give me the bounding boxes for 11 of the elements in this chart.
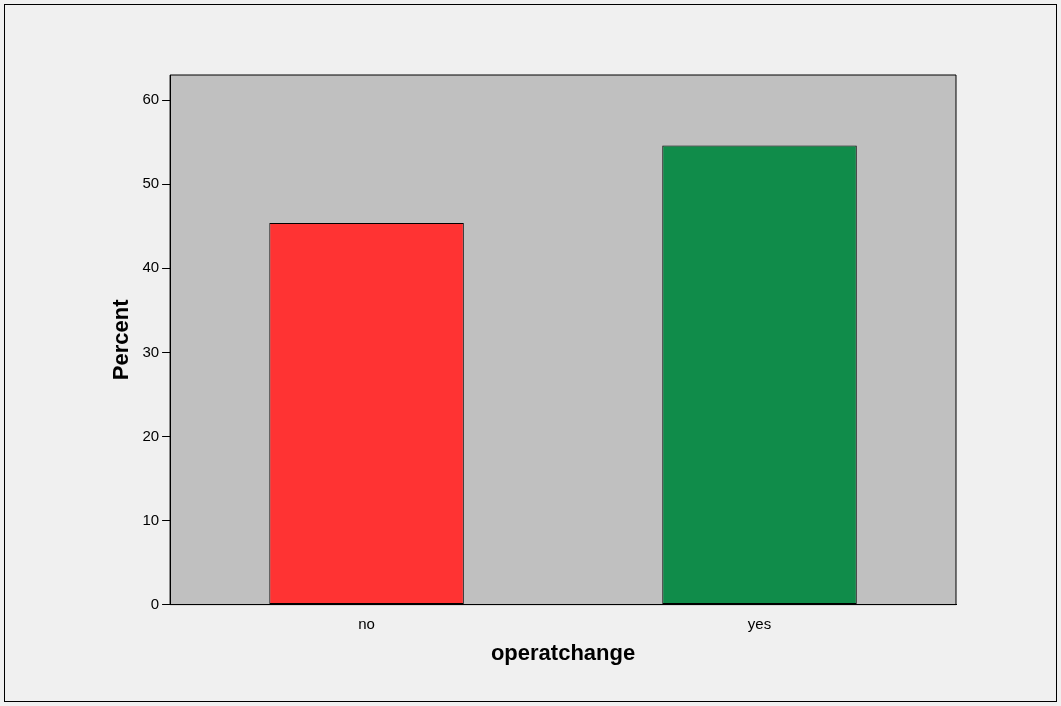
y-tick-label: 30 xyxy=(142,342,160,360)
y-tick-label: 40 xyxy=(142,258,160,276)
y-tick-label: 20 xyxy=(142,426,160,444)
x-tick-label: yes xyxy=(747,614,772,632)
y-axis-title: Percent xyxy=(108,298,134,381)
y-tick-label: 50 xyxy=(142,174,160,192)
y-tick-label: 60 xyxy=(142,90,160,108)
y-tick-label: 0 xyxy=(150,594,160,612)
x-axis-title: operatchange xyxy=(490,639,636,665)
x-tick-label: no xyxy=(358,614,375,632)
y-tick-label: 10 xyxy=(142,510,160,528)
